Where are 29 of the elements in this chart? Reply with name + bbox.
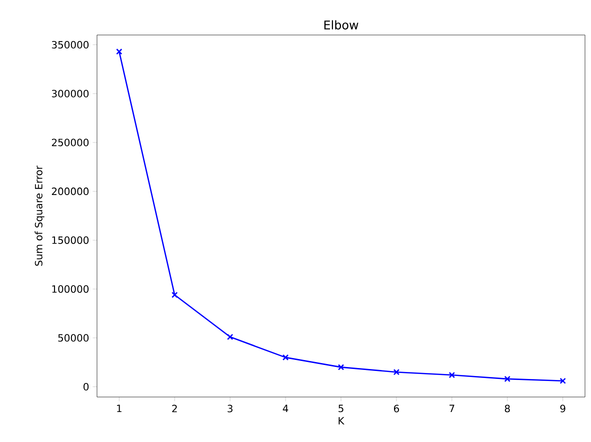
point bbox=[393, 368, 400, 376]
point bbox=[226, 334, 234, 340]
x-tick-label: 3 bbox=[228, 404, 232, 412]
y-tick-label: 50000 bbox=[58, 334, 89, 342]
y-tick-label: 100000 bbox=[52, 285, 89, 293]
point bbox=[338, 364, 344, 370]
x-tick-label: 8 bbox=[504, 404, 510, 412]
y-tick-label: 0 bbox=[84, 382, 89, 391]
y-tick-label: 300000 bbox=[52, 90, 89, 98]
x-tick-label: 1 bbox=[117, 404, 122, 412]
x-tick-label: 7 bbox=[450, 404, 454, 412]
y-axis-title: Sum of Square Error bbox=[34, 166, 44, 266]
y-tick-label: 150000 bbox=[52, 236, 89, 244]
point bbox=[282, 354, 289, 361]
point bbox=[172, 292, 178, 298]
y-tick-label: 350000 bbox=[52, 40, 89, 49]
point bbox=[116, 48, 122, 55]
point bbox=[448, 372, 456, 378]
x-tick-label: 4 bbox=[282, 404, 288, 412]
x-tick-label: 9 bbox=[560, 404, 566, 412]
x-axis-title: K bbox=[338, 417, 344, 424]
y-tick-label: 250000 bbox=[52, 138, 89, 146]
point bbox=[560, 378, 566, 384]
point bbox=[504, 376, 510, 382]
x-tick-label: 2 bbox=[172, 404, 177, 412]
x-tick-label: 5 bbox=[338, 404, 344, 412]
y-tick-label: 200000 bbox=[52, 188, 89, 196]
x-tick-label: 6 bbox=[394, 404, 399, 412]
chart-title: Elbow bbox=[324, 20, 358, 30]
